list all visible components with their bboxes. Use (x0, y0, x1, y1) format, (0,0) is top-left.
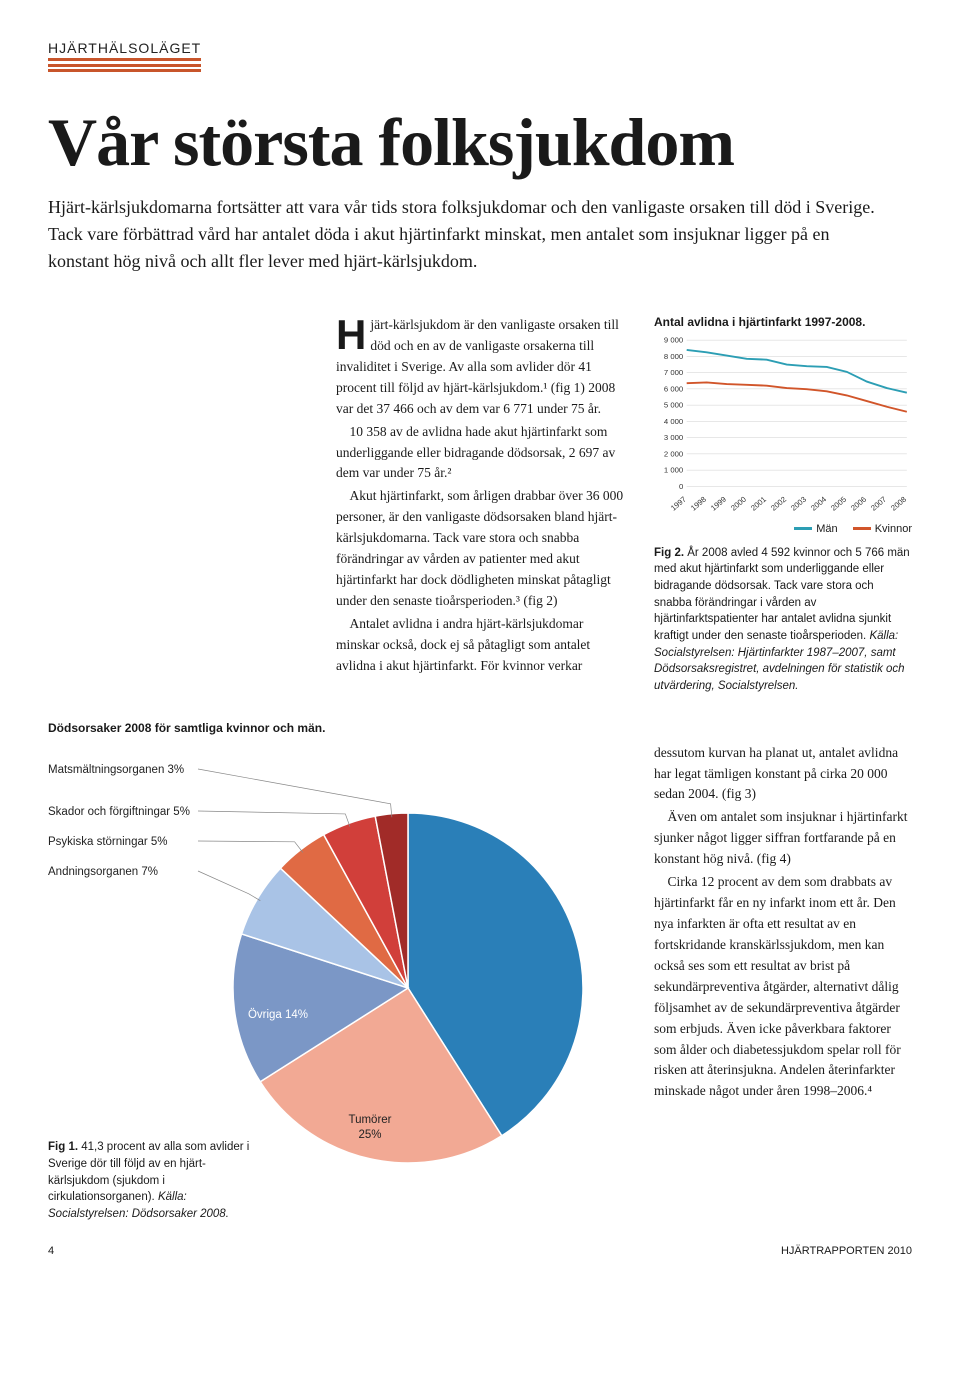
pie-wrap: Matsmältningsorganen 3% Skador och förgi… (48, 743, 626, 1223)
upper-columns: H järt-kärlsjukdom är den vanligaste ors… (48, 315, 912, 695)
body-p5: dessutom kurvan ha planat ut, antalet av… (654, 743, 912, 806)
pie-callout-skador: Skador och förgiftningar 5% (48, 805, 190, 820)
pie-callout-matsmalt: Matsmältningsorganen 3% (48, 763, 184, 778)
fig2-text: År 2008 avled 4 592 kvinnor och 5 766 mä… (654, 547, 910, 642)
body-p7: Cirka 12 procent av dem som drabbats av … (654, 872, 912, 1102)
pie-callout-psyk: Psykiska störningar 5% (48, 835, 168, 850)
svg-text:8 000: 8 000 (664, 352, 683, 361)
pie-section-title: Dödsorsaker 2008 för samtliga kvinnor oc… (48, 721, 912, 735)
svg-text:6 000: 6 000 (664, 384, 683, 393)
legend-men: Män (816, 523, 837, 535)
footer-title: HJÄRTRAPPORTEN 2010 (781, 1245, 912, 1257)
svg-text:1999: 1999 (709, 495, 728, 513)
body-p1: järt-kärlsjukdom är den vanligaste orsak… (336, 317, 619, 416)
lower-row: Matsmältningsorganen 3% Skador och förgi… (48, 743, 912, 1223)
fig2-bold: Fig 2. (654, 547, 684, 559)
svg-text:2003: 2003 (789, 495, 808, 513)
pie-area: Matsmältningsorganen 3% Skador och förgi… (48, 743, 626, 1223)
svg-text:4 000: 4 000 (664, 417, 683, 426)
body-col-2: dessutom kurvan ha planat ut, antalet av… (654, 743, 912, 1223)
headline: Vår största folksjukdom (48, 108, 912, 176)
fig1-caption: Fig 1. 41,3 procent av alla som avlider … (48, 1139, 258, 1222)
svg-text:2 000: 2 000 (664, 449, 683, 458)
pie-label-ovr: Övriga 14% (238, 1008, 318, 1023)
svg-text:1 000: 1 000 (664, 466, 683, 475)
pie-label-tum: Tumörer25% (330, 1113, 410, 1143)
dropcap: H (336, 317, 366, 353)
body-p2: 10 358 av de avlidna hade akut hjärtinfa… (336, 422, 626, 485)
linechart-legend: Män Kvinnor (654, 523, 912, 535)
fig2-caption: Fig 2. År 2008 avled 4 592 kvinnor och 5… (654, 545, 912, 695)
linechart-column: Antal avlidna i hjärtinfarkt 1997-2008. … (654, 315, 912, 695)
svg-text:1998: 1998 (689, 495, 708, 513)
footer: 4 HJÄRTRAPPORTEN 2010 (48, 1245, 912, 1257)
body-p3: Akut hjärtinfarkt, som årligen drabbar ö… (336, 486, 626, 612)
linechart-title: Antal avlidna i hjärtinfarkt 1997-2008. (654, 315, 912, 329)
kicker: HJÄRTHÄLSOLÄGET (48, 40, 201, 61)
svg-text:2005: 2005 (829, 495, 848, 513)
body-p6: Även om antalet som insjuknar i hjärtinf… (654, 807, 912, 870)
svg-text:1997: 1997 (669, 495, 688, 513)
svg-text:2008: 2008 (889, 495, 908, 513)
svg-text:3 000: 3 000 (664, 433, 683, 442)
svg-text:9 000: 9 000 (664, 336, 683, 345)
pie-label-circ: Cirkulationsorganen41% (48, 938, 188, 968)
fig1-bold: Fig 1. (48, 1141, 78, 1153)
svg-text:2001: 2001 (749, 495, 768, 513)
svg-text:0: 0 (679, 482, 683, 491)
body-p4: Antalet avlidna i andra hjärt-kärlsjukdo… (336, 614, 626, 677)
svg-text:2000: 2000 (729, 495, 748, 513)
svg-text:2004: 2004 (809, 494, 828, 512)
svg-text:7 000: 7 000 (664, 368, 683, 377)
svg-text:5 000: 5 000 (664, 401, 683, 410)
body-col-1: H järt-kärlsjukdom är den vanligaste ors… (336, 315, 626, 695)
svg-text:2002: 2002 (769, 495, 788, 513)
fig1-text: 41,3 procent av alla som avlider i Sveri… (48, 1141, 249, 1203)
kicker-wrap: HJÄRTHÄLSOLÄGET (48, 40, 912, 72)
legend-swatch-women (853, 527, 871, 530)
legend-swatch-men (794, 527, 812, 530)
svg-text:2007: 2007 (869, 495, 888, 513)
footer-page: 4 (48, 1245, 54, 1257)
line-chart: 0 1 000 2 000 3 000 4 000 5 000 6 000 7 000 8 00… (654, 335, 912, 516)
legend-women: Kvinnor (875, 523, 912, 535)
pie-callout-andning: Andningsorganen 7% (48, 865, 158, 880)
svg-text:2006: 2006 (849, 495, 868, 513)
lede: Hjärt-kärlsjukdomarna fortsätter att var… (48, 194, 888, 275)
